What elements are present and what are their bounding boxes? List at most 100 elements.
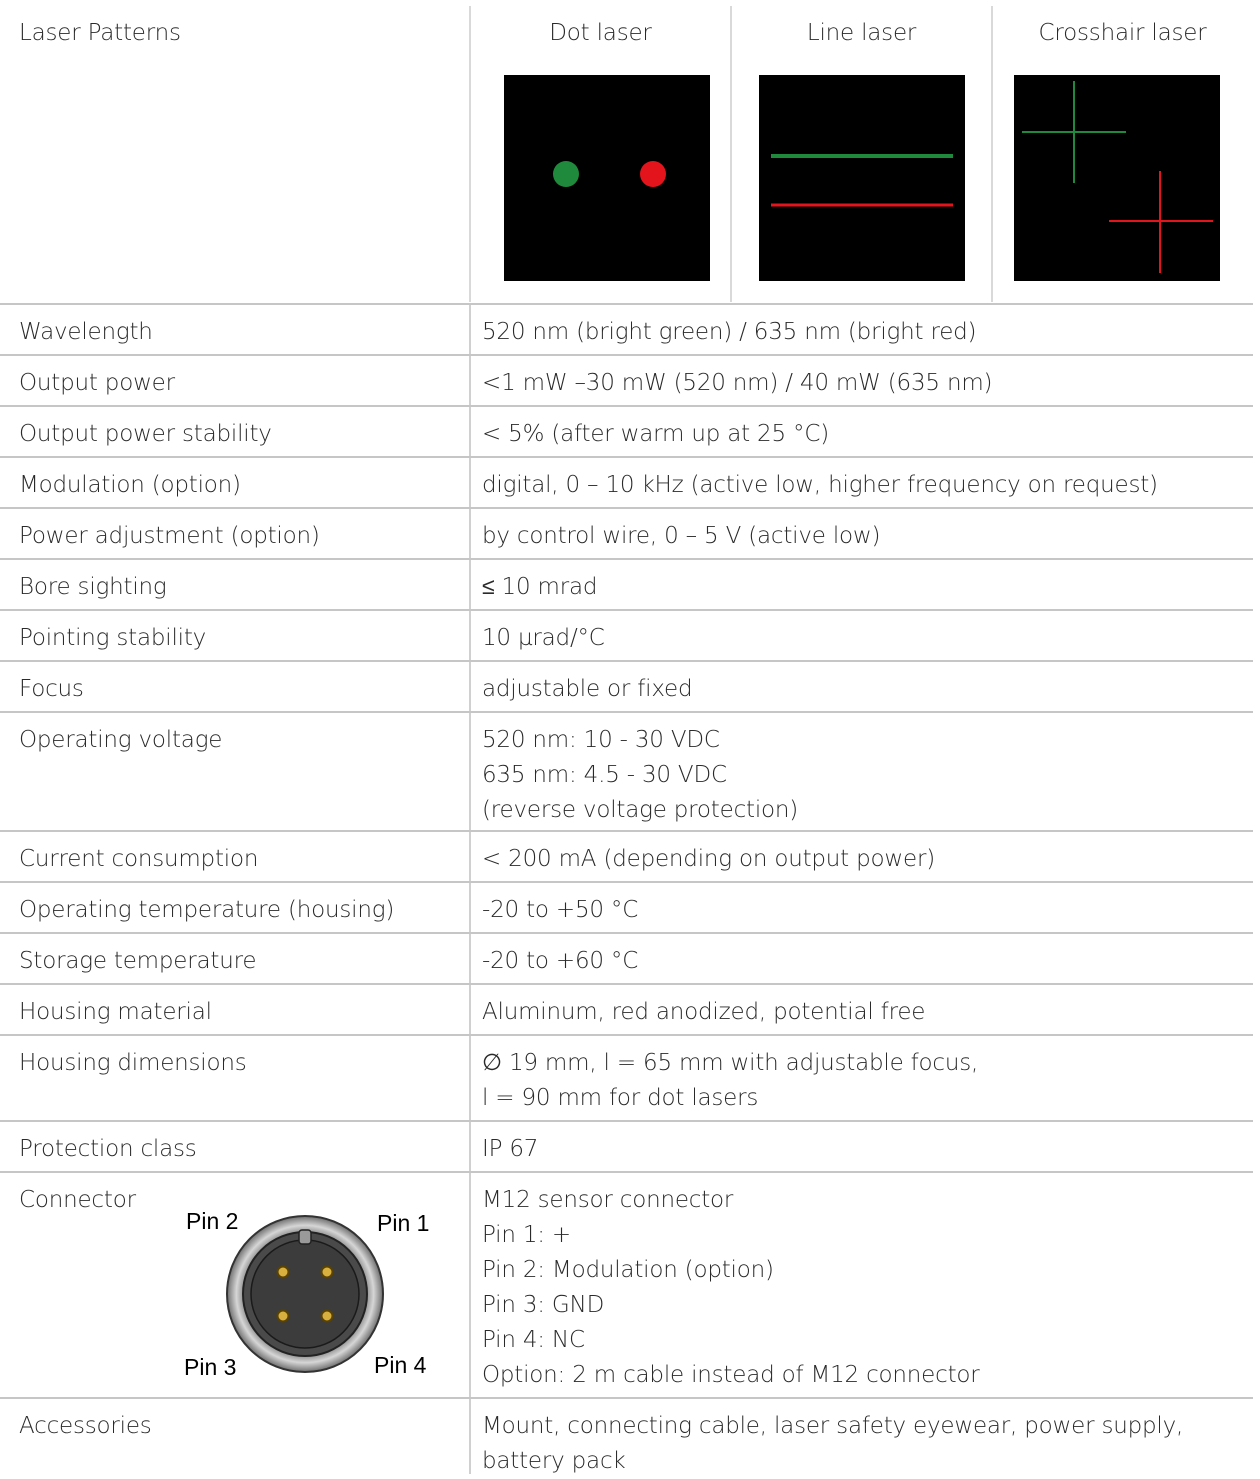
value-line: 635 nm: 4.5 - 30 VDC: [482, 762, 727, 788]
power-adjustment-option-label: Power adjustment (option): [19, 523, 320, 549]
dot-laser-title: Dot laser: [549, 20, 652, 46]
accessories-value: Mount, connecting cable, laser safety ey…: [482, 1409, 1242, 1479]
value-line: ≤ 10 mrad: [482, 574, 598, 600]
column-divider: [469, 509, 471, 558]
column-divider: [469, 560, 471, 609]
housing-material-label: Housing material: [19, 999, 212, 1025]
column-divider: [469, 6, 471, 302]
current-consumption-label: Current consumption: [19, 846, 259, 872]
row-divider: [0, 303, 1253, 305]
output-power-stability-value: < 5% (after warm up at 25 °C): [482, 417, 1242, 452]
value-line: -20 to +60 °C: [482, 948, 639, 974]
operating-voltage-label: Operating voltage: [19, 727, 223, 753]
value-line: 520 nm (bright green) / 635 nm (bright r…: [482, 319, 977, 345]
value-line: <1 mW –30 mW (520 nm) / 40 mW (635 nm): [482, 370, 993, 396]
row-divider: [0, 456, 1253, 458]
row-divider: [0, 881, 1253, 883]
column-divider: [469, 662, 471, 711]
green-dot: [553, 161, 579, 187]
output-power-value: <1 mW –30 mW (520 nm) / 40 mW (635 nm): [482, 366, 1242, 401]
value-line: Mount, connecting cable, laser safety ey…: [482, 1413, 1184, 1439]
line-laser-pattern-image: [759, 75, 965, 281]
power-adjustment-option-value: by control wire, 0 – 5 V (active low): [482, 519, 1242, 554]
crosshair-laser-title: Crosshair laser: [1038, 20, 1207, 46]
value-line: battery pack: [482, 1448, 626, 1474]
value-line: < 200 mA (depending on output power): [482, 846, 935, 872]
connector-value: M12 sensor connector Pin 1: + Pin 2: Modul…: [482, 1183, 1242, 1393]
column-divider: [730, 6, 732, 302]
value-line: l = 90 mm for dot lasers: [482, 1085, 759, 1111]
row-divider: [0, 354, 1253, 356]
column-divider: [469, 832, 471, 881]
row-divider: [0, 932, 1253, 934]
bore-sighting-value: ≤ 10 mrad: [482, 570, 1242, 605]
value-line: Pin 2: Modulation (option): [482, 1257, 774, 1283]
column-divider: [469, 611, 471, 660]
value-line: Option: 2 m cable instead of M12 connect…: [482, 1362, 980, 1388]
operating-temperature-housing-value: -20 to +50 °C: [482, 893, 1242, 928]
column-divider: [469, 934, 471, 983]
housing-material-value: Aluminum, red anodized, potential free: [482, 995, 1242, 1030]
wavelength-label: Wavelength: [19, 319, 153, 345]
column-divider: [469, 985, 471, 1034]
crosshair-laser-pattern-image: [1014, 75, 1220, 281]
row-divider: [0, 711, 1253, 713]
protection-class-value: IP 67: [482, 1132, 1242, 1167]
row-divider: [0, 983, 1253, 985]
column-divider: [469, 407, 471, 456]
output-power-label: Output power: [19, 370, 175, 396]
connector-diagram: Pin 2 Pin 1 Pin 3 Pin 4: [180, 1204, 440, 1384]
value-line: -20 to +50 °C: [482, 897, 639, 923]
value-line: adjustable or fixed: [482, 676, 693, 702]
wavelength-value: 520 nm (bright green) / 635 nm (bright r…: [482, 315, 1242, 350]
row-divider: [0, 507, 1253, 509]
value-line: ∅ 19 mm, l = 65 mm with adjustable focus…: [482, 1050, 979, 1076]
row-divider: [0, 830, 1253, 832]
row-divider: [0, 609, 1253, 611]
value-line: Pin 1: +: [482, 1222, 572, 1248]
accessories-label: Accessories: [19, 1413, 152, 1439]
row-divider: [0, 1120, 1253, 1122]
value-line: Aluminum, red anodized, potential free: [482, 999, 926, 1025]
column-divider: [469, 458, 471, 507]
pointing-stability-value: 10 µrad/°C: [482, 621, 1242, 656]
row-divider: [0, 405, 1253, 407]
row-divider: [0, 1034, 1253, 1036]
column-divider: [469, 1399, 471, 1474]
pin-4-label: Pin 4: [374, 1352, 427, 1378]
m12-connector-icon: [226, 1215, 384, 1373]
housing-dimensions-label: Housing dimensions: [19, 1050, 247, 1076]
pin-1-label: Pin 1: [377, 1210, 430, 1236]
pin-3-label: Pin 3: [184, 1354, 237, 1380]
focus-label: Focus: [19, 676, 84, 702]
value-line: IP 67: [482, 1136, 539, 1162]
column-divider: [991, 6, 993, 302]
column-divider: [469, 1173, 471, 1397]
value-line: (reverse voltage protection): [482, 797, 799, 823]
output-power-stability-label: Output power stability: [19, 421, 272, 447]
protection-class-label: Protection class: [19, 1136, 197, 1162]
storage-temperature-label: Storage temperature: [19, 948, 257, 974]
value-line: < 5% (after warm up at 25 °C): [482, 421, 829, 447]
column-divider: [469, 1122, 471, 1171]
connector-label: Connector: [19, 1187, 136, 1213]
operating-temperature-housing-label: Operating temperature (housing): [19, 897, 395, 923]
line-laser-title: Line laser: [806, 20, 917, 46]
value-line: Pin 3: GND: [482, 1292, 605, 1318]
housing-dimensions-value: ∅ 19 mm, l = 65 mm with adjustable focus…: [482, 1046, 1242, 1116]
value-line: by control wire, 0 – 5 V (active low): [482, 523, 881, 549]
value-line: M12 sensor connector: [482, 1187, 734, 1213]
storage-temperature-value: -20 to +60 °C: [482, 944, 1242, 979]
dot-laser-pattern-image: [504, 75, 710, 281]
column-divider: [469, 1036, 471, 1120]
operating-voltage-value: 520 nm: 10 - 30 VDC 635 nm: 4.5 - 30 VDC (…: [482, 723, 1242, 828]
value-line: 520 nm: 10 - 30 VDC: [482, 727, 720, 753]
row-divider: [0, 660, 1253, 662]
column-divider: [469, 305, 471, 354]
column-divider: [469, 883, 471, 932]
focus-value: adjustable or fixed: [482, 672, 1242, 707]
value-line: digital, 0 – 10 kHz (active low, higher …: [482, 472, 1158, 498]
column-divider: [469, 713, 471, 830]
current-consumption-value: < 200 mA (depending on output power): [482, 842, 1242, 877]
pointing-stability-label: Pointing stability: [19, 625, 207, 651]
